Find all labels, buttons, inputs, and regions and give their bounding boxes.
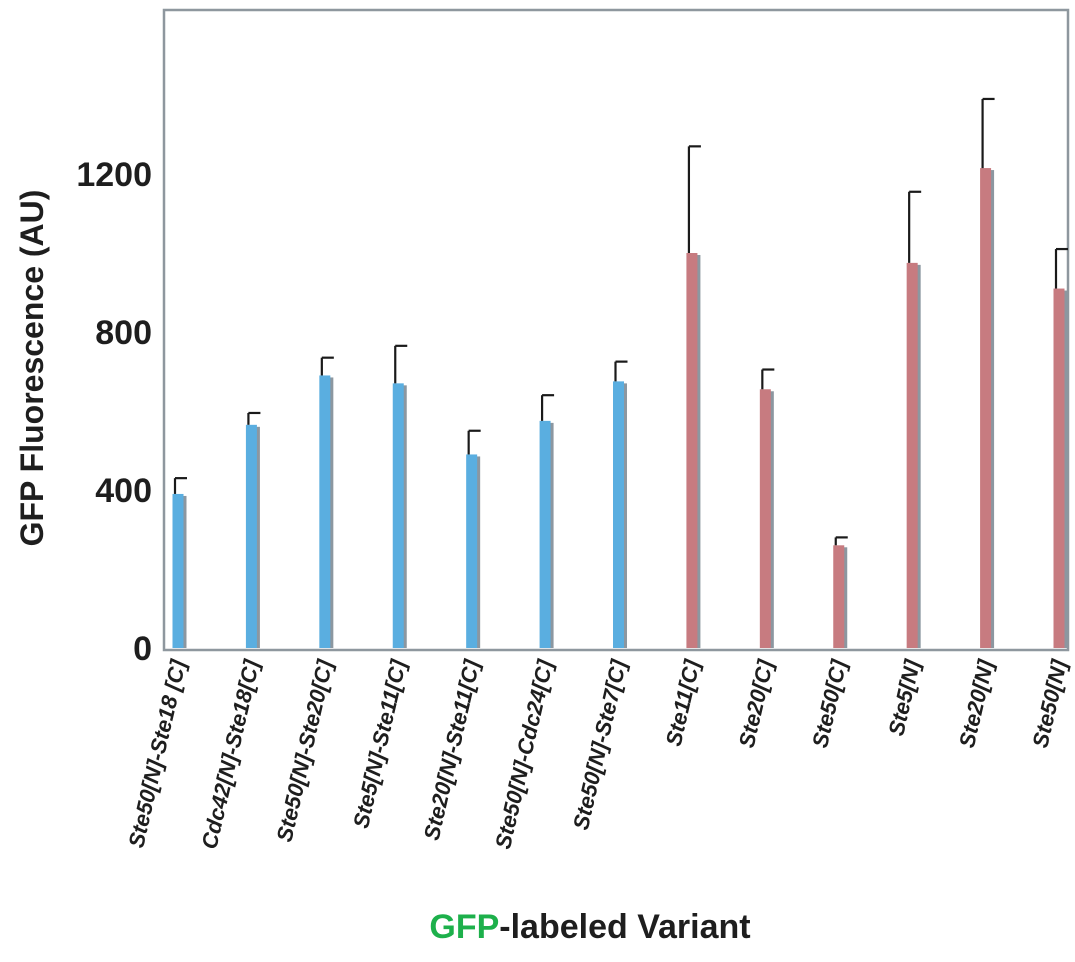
x-tick-label: Ste20[N] (954, 657, 999, 750)
bar-group (613, 360, 628, 648)
bar-group (833, 536, 848, 648)
bar (245, 424, 257, 648)
bar-group (319, 356, 334, 648)
x-tick-label: Ste11[C] (661, 657, 705, 749)
bars (172, 97, 1068, 648)
x-tick-label: Ste50[N]-Ste18 [C] (123, 657, 191, 850)
bar-group (539, 394, 555, 648)
bar (980, 168, 992, 648)
bar-group (466, 429, 481, 648)
x-tick-label: Ste50[C] (807, 657, 852, 750)
y-tick-labels: 0 400 800 1200 (76, 156, 152, 668)
bar-group (906, 190, 922, 648)
bar-group (980, 97, 995, 648)
x-tick-label: Ste50[N]-Ste20[C] (272, 657, 338, 844)
bar (1053, 288, 1065, 648)
y-tick-label: 800 (95, 314, 152, 352)
bar-group (392, 344, 408, 648)
x-tick-label: Ste5[N]-Ste11[C] (348, 657, 411, 831)
bar-group (759, 368, 775, 648)
bar (686, 253, 698, 648)
bar (833, 545, 845, 648)
x-tick-label: Ste5[N] (883, 657, 925, 738)
y-tick-label: 1200 (76, 156, 152, 194)
plot-frame (162, 8, 1070, 652)
bar (392, 383, 404, 648)
bar-group (172, 477, 187, 648)
bar (539, 420, 551, 648)
x-tick-label: Cdc42[N]-Ste18[C] (196, 657, 264, 851)
x-tick-label: Ste20[C] (734, 657, 779, 750)
x-tick-label: Ste50[N]-Cdc24[C] (490, 657, 558, 851)
bar (613, 381, 624, 648)
bar (466, 454, 478, 648)
bar (319, 375, 331, 648)
y-tick-label: 0 (133, 630, 152, 668)
x-tick-label: Ste50[N]-Ste7[C] (568, 657, 632, 832)
bar-group (245, 411, 261, 648)
bar (172, 493, 184, 648)
bar (759, 389, 771, 648)
y-axis-label: GFP Fluorescence (AU) (14, 190, 50, 547)
x-tick-label: Ste50[N] (1027, 657, 1072, 750)
y-tick-label: 400 (95, 472, 152, 510)
bar-group (1053, 247, 1068, 648)
bar-group (686, 145, 701, 648)
x-axis-label: GFP-labeled Variant (429, 908, 750, 946)
x-tick-labels: Ste50[N]-Ste18 [C] Cdc42[N]-Ste18[C] Ste50… (123, 657, 1072, 851)
x-tick-label: Ste20[N]-Ste11[C] (419, 657, 485, 843)
x-axis-label-rest: -labeled Variant (499, 908, 750, 946)
bar (906, 262, 918, 648)
x-axis-label-gfp: GFP (429, 908, 499, 946)
